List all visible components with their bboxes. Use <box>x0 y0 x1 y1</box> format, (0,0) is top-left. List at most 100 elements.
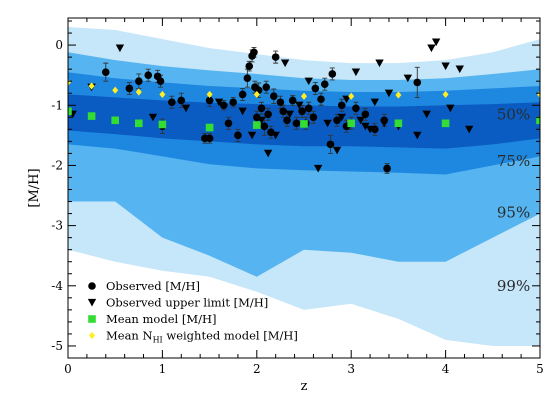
circle-point <box>234 131 242 140</box>
triangle-down-point <box>332 146 342 155</box>
x-tick-label: 1 <box>159 362 167 376</box>
diamond-point <box>68 78 71 86</box>
diamond-point <box>442 90 449 99</box>
circle-point <box>304 104 313 113</box>
triangle-down-point <box>337 113 346 122</box>
circle-point <box>269 92 278 101</box>
band-label-99pct: 99% <box>497 277 530 295</box>
diamond-point <box>112 86 119 94</box>
circle-point <box>125 84 134 93</box>
circle-point <box>288 96 297 105</box>
triangle-down-point <box>370 98 379 107</box>
triangle-down-point <box>422 110 431 119</box>
circle-point <box>309 113 318 122</box>
circle-point <box>177 96 186 105</box>
square-point <box>394 119 403 128</box>
diamond-point <box>537 90 540 99</box>
triangle-down-point <box>446 104 455 113</box>
data-markers <box>68 38 540 173</box>
triangle-down-point <box>351 68 361 77</box>
legend-label: Mean model [M/H] <box>106 312 216 326</box>
diamond-point <box>348 92 355 100</box>
circle-point <box>352 104 360 113</box>
triangle-down-point <box>441 62 450 71</box>
triangle-down-point <box>455 65 464 74</box>
legend: Observed [M/H] Observed upper limit [M/H]… <box>87 279 298 345</box>
circle-point <box>245 62 254 70</box>
triangle-down-point <box>313 164 323 173</box>
circle-point <box>361 110 370 119</box>
diamond-point <box>88 82 95 90</box>
band-label-95pct: 95% <box>497 203 530 221</box>
square-point <box>111 116 119 125</box>
circle-point <box>298 107 306 116</box>
triangle-down-point <box>403 74 413 83</box>
triangle-down-point <box>257 116 266 125</box>
triangle-down-point <box>356 116 365 125</box>
diamond-point <box>206 90 213 99</box>
triangle-down-point <box>375 59 384 68</box>
circle-point <box>279 107 288 116</box>
legend-marker-diamond <box>89 331 95 340</box>
square-point <box>87 112 96 120</box>
circle-point <box>101 68 110 76</box>
circle-point <box>311 84 320 93</box>
triangle-down-point <box>181 104 191 113</box>
circle-point <box>260 122 269 131</box>
circle-point <box>224 119 233 128</box>
legend-label: Mean NHI weighted model [M/H] <box>106 329 298 345</box>
circle-point <box>271 53 280 61</box>
circle-point <box>383 164 391 173</box>
square-point <box>158 120 167 129</box>
square-point <box>253 121 261 129</box>
axis-ticks <box>67 18 541 359</box>
y-tick-label: -1 <box>51 98 63 112</box>
circle-point <box>229 98 237 107</box>
circle-point <box>264 110 272 119</box>
axis-tick-labels: 0 1 2 3 4 5 0 -1 -2 -3 -4 -5 <box>51 38 544 376</box>
circle-point <box>205 134 214 143</box>
diamond-point <box>301 92 307 100</box>
x-tick-label: 3 <box>347 362 355 376</box>
circle-point <box>250 48 258 57</box>
square-point <box>441 119 450 128</box>
legend-marker-circle <box>88 282 96 290</box>
circle-point <box>168 98 176 107</box>
circle-point <box>219 101 228 110</box>
circle-point <box>337 101 346 110</box>
x-axis-label: z <box>301 379 308 394</box>
circle-point <box>333 116 341 125</box>
legend-marker-triangle-down <box>87 298 97 307</box>
plot-frame <box>67 17 541 359</box>
triangle-down-point <box>115 44 125 53</box>
x-tick-label: 4 <box>442 362 450 376</box>
circle-point <box>262 83 271 92</box>
square-point <box>205 123 214 132</box>
circle-point <box>276 98 285 107</box>
triangle-down-point <box>285 110 295 119</box>
triangle-down-point <box>214 98 224 107</box>
band-label-50pct: 50% <box>497 105 530 123</box>
triangle-down-point <box>247 131 257 140</box>
circle-point <box>283 116 291 125</box>
y-axis-label: [M/H] <box>27 168 42 207</box>
diamond-point <box>253 90 260 99</box>
triangle-down-point <box>384 89 394 98</box>
triangle-down-point <box>295 101 304 110</box>
y-tick-label: -5 <box>51 339 63 353</box>
legend-marker-square <box>88 315 96 323</box>
triangle-down-point <box>361 122 370 131</box>
diamond-point <box>159 90 166 99</box>
triangle-down-point <box>465 125 474 134</box>
diamond-point <box>135 88 142 96</box>
triangle-down-point <box>413 131 422 140</box>
y-tick-label: -3 <box>51 219 63 233</box>
circle-point <box>144 71 153 79</box>
legend-label: Observed upper limit [M/H] <box>106 296 268 310</box>
circle-point <box>320 80 329 88</box>
square-point <box>347 119 355 128</box>
triangle-down-point <box>342 95 351 104</box>
square-point <box>135 119 143 128</box>
circle-point <box>238 90 247 99</box>
legend-label: Observed [M/H] <box>106 279 200 293</box>
